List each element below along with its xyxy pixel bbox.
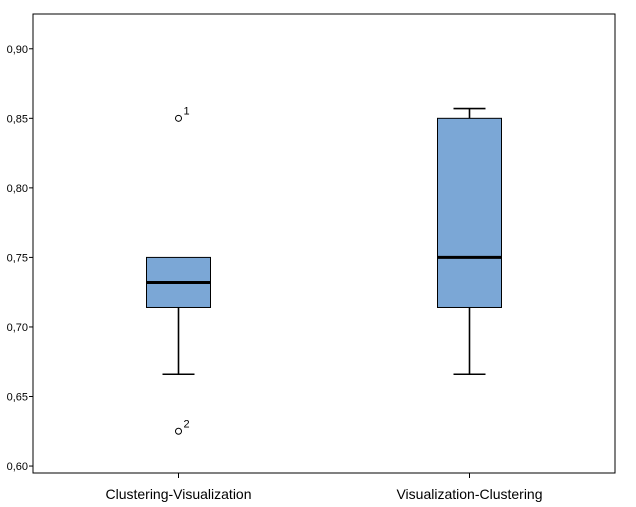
y-tick-label: 0,80: [7, 183, 28, 195]
outlier-label: 2: [184, 418, 190, 430]
box-2: [437, 107, 502, 376]
x-axis: Clustering-Visualization Visualization-Cl…: [105, 473, 543, 502]
box-group: 12: [146, 105, 502, 435]
y-tick-label: 0,60: [7, 461, 28, 473]
plot-frame: [32, 13, 616, 474]
y-tick-label: 0,90: [7, 44, 28, 56]
x-category-label: Clustering-Visualization: [105, 486, 251, 502]
y-tick-label: 0,65: [7, 392, 28, 404]
y-tick-label: 0,85: [7, 113, 28, 125]
box-iqr: [437, 117, 502, 308]
outlier-point: [175, 114, 182, 122]
y-axis: 0,60 0,65 0,70 0,75 0,80 0,85 0,90: [7, 44, 33, 473]
y-tick-label: 0,70: [7, 322, 28, 334]
x-category-label: Visualization-Clustering: [396, 486, 542, 502]
y-tick-label: 0,75: [7, 252, 28, 264]
outlier-point: [175, 427, 182, 435]
box-1: 12: [146, 105, 211, 435]
outlier-label: 1: [184, 105, 190, 117]
